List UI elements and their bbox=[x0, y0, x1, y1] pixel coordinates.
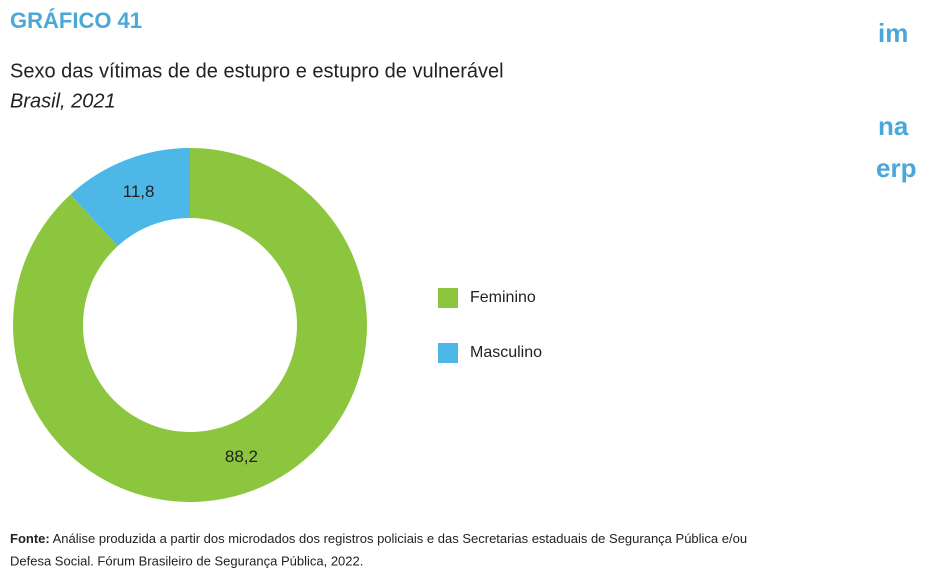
chart-subtitle: Brasil, 2021 bbox=[10, 90, 116, 112]
chart-header: GRÁFICO 41 bbox=[10, 8, 142, 33]
source-text: Defesa Social. Fórum Brasileiro de Segur… bbox=[10, 553, 363, 568]
legend-label: Masculino bbox=[470, 344, 542, 361]
side-text: na bbox=[878, 111, 909, 141]
legend-label: Feminino bbox=[470, 289, 536, 306]
legend-swatch bbox=[438, 288, 458, 308]
chart-title: Sexo das vítimas de de estupro e estupro… bbox=[10, 60, 504, 82]
donut-slice bbox=[70, 148, 190, 247]
data-label: 88,2 bbox=[225, 447, 258, 466]
donut-slice bbox=[12, 148, 368, 502]
legend-swatch bbox=[438, 343, 458, 363]
source-label: Fonte: bbox=[10, 531, 50, 546]
data-label: 11,8 bbox=[123, 182, 155, 201]
source-text: Análise produzida a partir dos microdado… bbox=[53, 531, 747, 546]
side-text: im bbox=[878, 18, 908, 48]
source: Fonte: Análise produzida a partir dos mi… bbox=[10, 531, 747, 546]
side-text: erp bbox=[876, 153, 916, 183]
